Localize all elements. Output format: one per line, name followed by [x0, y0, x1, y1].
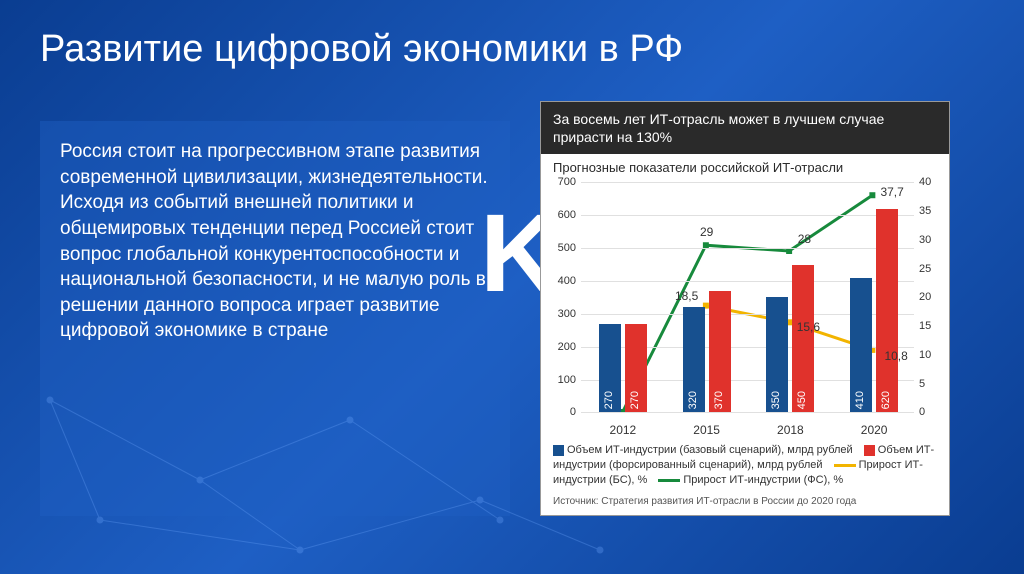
legend-item: Прирост ИТ-индустрии (ФС), % — [658, 474, 843, 486]
y-right-tick: 0 — [919, 406, 944, 418]
y-axis-right: 0510152025303540 — [919, 182, 944, 412]
bar-forced: 450 — [792, 265, 814, 413]
point-label: 28 — [798, 232, 811, 246]
x-label: 2020 — [861, 423, 888, 437]
legend-swatch — [658, 479, 680, 482]
chart-area: 0100200300400500600700 0510152025303540 … — [581, 182, 914, 437]
y-right-tick: 20 — [919, 291, 944, 303]
y-axis-left: 0100200300400500600700 — [546, 182, 576, 412]
y-right-tick: 5 — [919, 378, 944, 390]
chart-header: За восемь лет ИТ-отрасль может в лучшем … — [541, 102, 949, 154]
bar-forced: 270 — [625, 324, 647, 413]
y-right-tick: 40 — [919, 176, 944, 188]
point-label: 15,6 — [797, 320, 820, 334]
legend: Объем ИТ-индустрии (базовый сценарий), м… — [541, 437, 949, 492]
y-left-tick: 300 — [546, 308, 576, 320]
y-right-tick: 25 — [919, 263, 944, 275]
bar-forced: 370 — [709, 291, 731, 413]
bar-forced: 620 — [876, 209, 898, 413]
x-label: 2018 — [777, 423, 804, 437]
point-label: 10,8 — [884, 349, 907, 363]
y-left-tick: 500 — [546, 242, 576, 254]
y-right-tick: 10 — [919, 349, 944, 361]
point-label: 18,5 — [675, 289, 698, 303]
legend-swatch — [553, 445, 564, 456]
bar-base: 320 — [683, 307, 705, 412]
y-left-tick: 0 — [546, 406, 576, 418]
y-right-tick: 30 — [919, 234, 944, 246]
x-label: 2015 — [693, 423, 720, 437]
bar-base: 350 — [766, 297, 788, 412]
legend-swatch — [864, 445, 875, 456]
x-axis: 2012 2015 2018 2020 — [581, 415, 914, 437]
plot-area: 270 320 350 410 270 370 450 620 29 28 37,7 18,5 15,6… — [581, 182, 914, 412]
legend-item: Объем ИТ-индустрии (базовый сценарий), м… — [553, 444, 853, 456]
y-left-tick: 100 — [546, 374, 576, 386]
y-left-tick: 200 — [546, 341, 576, 353]
chart-source: Источник: Стратегия развития ИТ-отрасли … — [541, 492, 949, 515]
y-right-tick: 35 — [919, 205, 944, 217]
bar-base: 270 — [599, 324, 621, 413]
line-bs — [706, 306, 873, 350]
point-label: 29 — [700, 225, 713, 239]
y-left-tick: 600 — [546, 209, 576, 221]
y-right-tick: 15 — [919, 320, 944, 332]
point-label: 37,7 — [880, 185, 903, 199]
bar-base: 410 — [850, 278, 872, 413]
x-label: 2012 — [610, 423, 637, 437]
chart-panel: За восемь лет ИТ-отрасль может в лучшем … — [540, 101, 950, 516]
legend-swatch — [834, 464, 856, 467]
chart-subtitle: Прогнозные показатели российской ИТ-отра… — [541, 154, 949, 177]
y-left-tick: 700 — [546, 176, 576, 188]
y-left-tick: 400 — [546, 275, 576, 287]
